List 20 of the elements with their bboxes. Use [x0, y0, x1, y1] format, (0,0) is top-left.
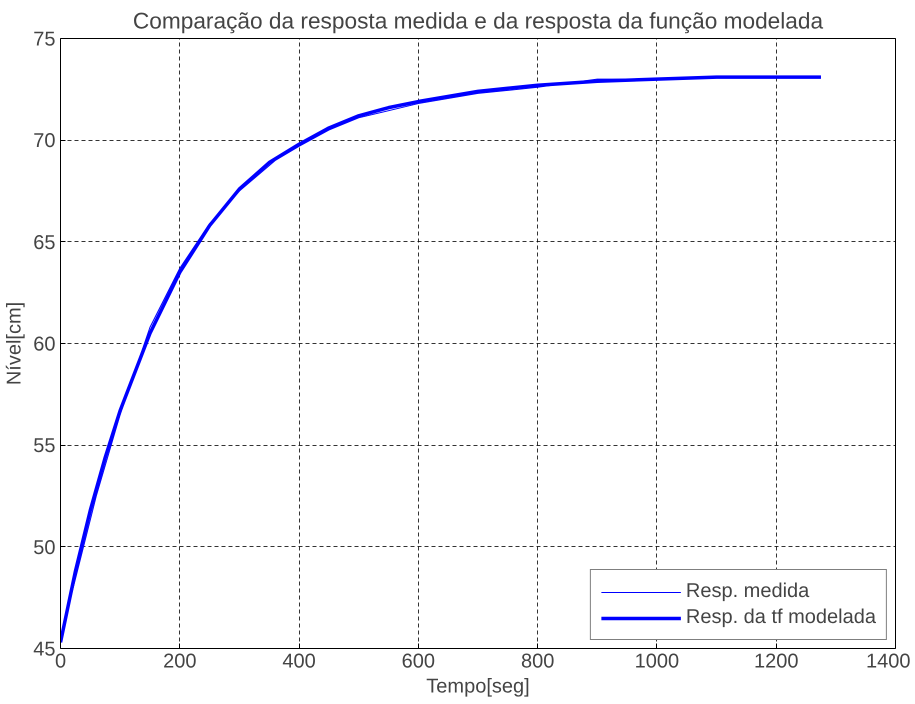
- y-tick-label: 65: [33, 232, 56, 254]
- legend-label: Resp. medida: [686, 580, 810, 603]
- x-axis-title: Tempo[seg]: [426, 676, 530, 698]
- x-tick-label: 400: [282, 650, 316, 672]
- x-tick-label: 200: [163, 650, 196, 672]
- y-tick-label: 75: [33, 28, 56, 50]
- x-tick-label: 0: [54, 650, 66, 672]
- x-tick-label: 800: [520, 650, 554, 672]
- y-tick-label: 70: [33, 130, 56, 152]
- y-tick-label: 45: [33, 638, 56, 660]
- y-tick-label: 55: [33, 435, 56, 458]
- x-tick-label: 1200: [754, 650, 798, 672]
- legend-label: Resp. da tf modelada: [686, 606, 876, 629]
- y-axis-title: Nível[cm]: [3, 302, 26, 386]
- y-tick-label: 50: [33, 536, 56, 559]
- y-tick-label: 60: [33, 334, 56, 356]
- x-tick-label: 1000: [634, 650, 680, 672]
- x-tick-label: 600: [402, 650, 436, 672]
- chart-title: Comparação da resposta medida e da resposta da função modelada: [132, 8, 824, 34]
- x-tick-label: 1400: [866, 650, 911, 672]
